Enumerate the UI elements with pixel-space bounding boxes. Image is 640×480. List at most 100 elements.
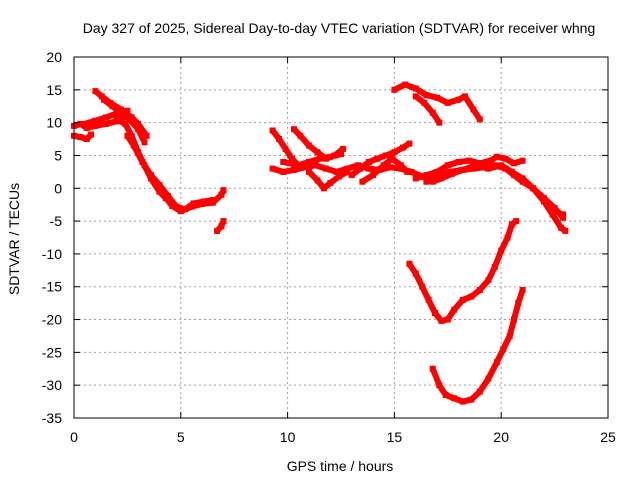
data-point <box>459 296 466 303</box>
data-point <box>126 116 133 123</box>
data-point <box>455 159 462 165</box>
data-point <box>357 165 364 172</box>
data-point <box>434 173 441 180</box>
data-point <box>165 193 171 200</box>
data-point <box>412 85 419 92</box>
data-point <box>487 157 494 164</box>
data-point <box>147 172 154 179</box>
y-tick-label: 20 <box>46 49 62 65</box>
y-tick-label: 10 <box>46 115 62 131</box>
data-point <box>306 159 312 165</box>
data-point <box>327 180 334 186</box>
data-point <box>365 159 372 165</box>
data-point <box>269 127 276 134</box>
data-point <box>156 188 163 195</box>
data-point <box>436 119 443 126</box>
data-point <box>389 155 396 162</box>
data-point <box>380 162 387 169</box>
data-point <box>434 94 441 101</box>
axis-ticks: 0 5 10 15 20 25 -35 -30 -25 -20 -15 -10 -5 0 5 10 15 20 <box>42 49 616 445</box>
data-point <box>83 136 90 142</box>
data-point <box>128 132 135 139</box>
data-point <box>485 165 492 172</box>
data-point <box>412 175 419 182</box>
data-point <box>402 81 409 88</box>
data-point <box>182 206 189 213</box>
data-point <box>306 142 312 149</box>
data-point <box>425 296 432 303</box>
data-point <box>77 134 84 141</box>
x-tick-label: 5 <box>177 429 185 445</box>
data-point <box>404 168 411 175</box>
data-point <box>506 333 513 339</box>
data-point <box>220 218 227 225</box>
data-point <box>220 187 227 194</box>
data-point <box>476 116 483 123</box>
data-point <box>359 178 366 185</box>
data-point <box>459 166 466 173</box>
data-point <box>109 103 116 110</box>
data-point <box>214 227 221 234</box>
data-point <box>461 93 468 100</box>
data-point <box>98 93 105 100</box>
data-point <box>551 205 558 211</box>
data-point <box>316 155 323 162</box>
x-tick-label: 25 <box>600 429 616 445</box>
data-point <box>340 145 347 152</box>
data-point <box>297 132 304 139</box>
y-tick-label: -35 <box>42 410 62 426</box>
data-point <box>77 120 84 127</box>
data-point <box>323 165 329 172</box>
data-point <box>560 214 567 221</box>
data-point <box>419 283 426 290</box>
plot-frame <box>73 56 609 419</box>
data-point <box>485 277 492 284</box>
data-point <box>451 395 458 402</box>
data-point <box>519 287 526 293</box>
data-point <box>421 99 428 106</box>
data-point <box>502 155 509 162</box>
data-point <box>549 211 556 218</box>
data-point <box>540 195 547 202</box>
data-point <box>291 126 297 133</box>
data-point <box>312 162 319 169</box>
data-point <box>92 122 99 129</box>
data-point <box>493 153 500 160</box>
data-point <box>423 172 430 179</box>
data-point <box>344 165 351 172</box>
data-point <box>382 152 389 159</box>
data-point <box>288 155 295 162</box>
data-point <box>508 168 515 175</box>
data-point <box>301 164 308 171</box>
data-point <box>466 157 473 164</box>
y-tick-label: -10 <box>42 246 62 262</box>
data-point <box>348 172 355 179</box>
data-point <box>498 162 505 169</box>
data-point <box>476 287 483 293</box>
data-point <box>130 142 137 149</box>
y-tick-label: -20 <box>42 312 62 328</box>
y-tick-label: -15 <box>42 279 62 295</box>
data-trace <box>406 218 520 324</box>
y-tick-label: -30 <box>42 377 62 393</box>
data-point <box>468 293 475 300</box>
data-point <box>333 168 340 175</box>
data-point <box>135 126 142 133</box>
data-point <box>81 120 88 127</box>
data-point <box>113 110 120 117</box>
data-point <box>173 203 180 210</box>
y-tick-label: -5 <box>50 213 63 229</box>
data-point <box>423 92 430 99</box>
data-point <box>280 168 287 175</box>
data-point <box>218 191 225 198</box>
data-point <box>551 208 558 215</box>
data-point <box>370 172 376 179</box>
data-point <box>442 392 449 398</box>
data-point <box>438 317 445 324</box>
data-point <box>560 211 567 218</box>
data-point <box>338 151 344 158</box>
data-point <box>141 139 148 146</box>
data-point <box>103 120 109 127</box>
data-point <box>498 247 505 254</box>
data-point <box>470 106 477 113</box>
